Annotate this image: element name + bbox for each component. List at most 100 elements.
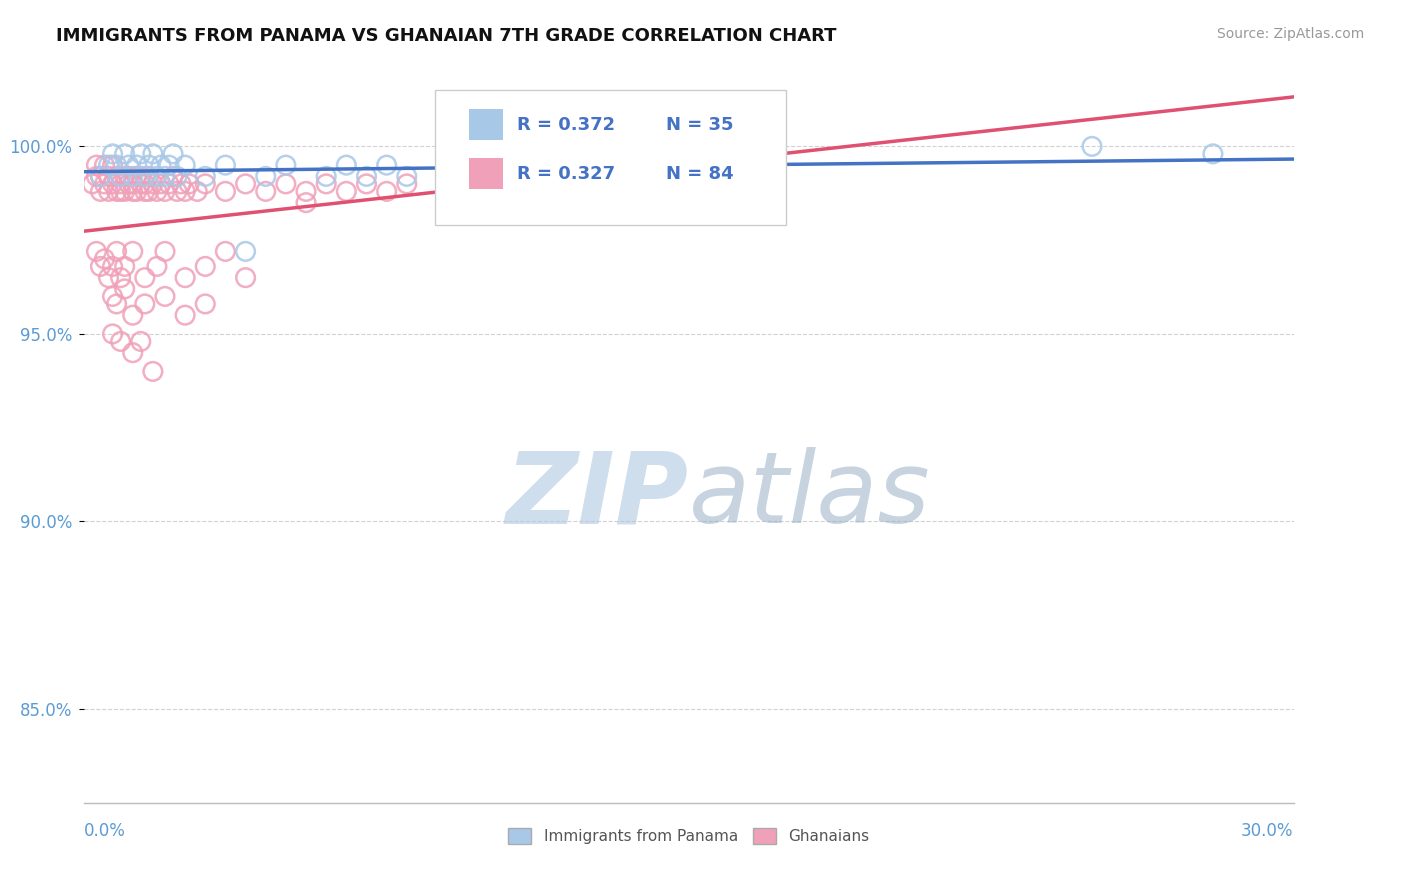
Text: Source: ZipAtlas.com: Source: ZipAtlas.com [1216,27,1364,41]
Point [121,244,143,259]
Text: R = 0.372: R = 0.372 [517,116,616,134]
Point [166,185,188,199]
FancyBboxPatch shape [434,90,786,225]
Point [101,326,124,341]
Point [114,282,136,296]
Point [129,177,152,191]
Point [315,169,337,184]
Point [138,158,160,172]
Point [114,169,136,184]
Point [1081,139,1104,153]
Point [110,270,132,285]
Point [174,308,197,322]
Point [101,260,124,274]
Point [86,244,108,259]
Point [89,169,111,184]
Point [170,177,193,191]
Point [186,185,208,199]
Point [114,260,136,274]
Point [97,169,120,184]
Point [129,169,152,184]
Point [436,185,458,199]
Point [166,169,188,184]
Point [118,169,141,184]
Point [97,270,120,285]
Point [149,158,172,172]
Point [395,177,418,191]
Point [335,185,357,199]
Text: 30.0%: 30.0% [1241,822,1294,839]
Point [335,158,357,172]
Point [121,308,143,322]
Point [110,334,132,349]
Point [82,177,104,191]
Point [134,177,156,191]
Point [93,158,115,172]
Point [157,177,180,191]
Point [194,297,217,311]
Point [86,169,108,184]
Point [101,147,124,161]
Point [142,364,165,378]
Point [146,260,169,274]
Bar [468,110,503,140]
Point [146,185,169,199]
Point [110,169,132,184]
Point [194,260,217,274]
Point [477,177,499,191]
Point [153,185,176,199]
Point [162,147,184,161]
Point [86,158,108,172]
Point [254,169,277,184]
Point [235,270,257,285]
Point [162,169,184,184]
Point [105,185,128,199]
Point [93,252,115,266]
Point [129,334,152,349]
Point [174,158,197,172]
Point [93,177,115,191]
Point [114,185,136,199]
Point [477,169,499,184]
Point [121,177,143,191]
Point [129,147,152,161]
Point [138,169,160,184]
Point [214,244,236,259]
Point [142,147,165,161]
Point [110,185,132,199]
Point [274,177,297,191]
Legend: Immigrants from Panama, Ghanaians: Immigrants from Panama, Ghanaians [502,822,876,850]
Point [105,169,128,184]
Point [214,158,236,172]
Point [121,169,143,184]
Text: IMMIGRANTS FROM PANAMA VS GHANAIAN 7TH GRADE CORRELATION CHART: IMMIGRANTS FROM PANAMA VS GHANAIAN 7TH G… [56,27,837,45]
Point [118,158,141,172]
Point [395,169,418,184]
Point [149,177,172,191]
Bar [468,159,503,189]
Point [153,244,176,259]
Point [1202,147,1225,161]
Point [118,177,141,191]
Point [436,158,458,172]
Text: 0.0%: 0.0% [84,822,127,839]
Point [235,177,257,191]
Point [153,169,176,184]
Point [101,177,124,191]
Point [101,158,124,172]
Point [274,158,297,172]
Point [295,185,318,199]
Point [89,185,111,199]
Point [89,260,111,274]
Point [101,289,124,303]
Point [134,169,156,184]
Text: N = 84: N = 84 [666,165,734,183]
Point [194,177,217,191]
Point [375,185,398,199]
Point [138,185,160,199]
Point [214,185,236,199]
Point [678,169,700,184]
Point [110,177,132,191]
Point [121,185,143,199]
Point [179,177,201,191]
